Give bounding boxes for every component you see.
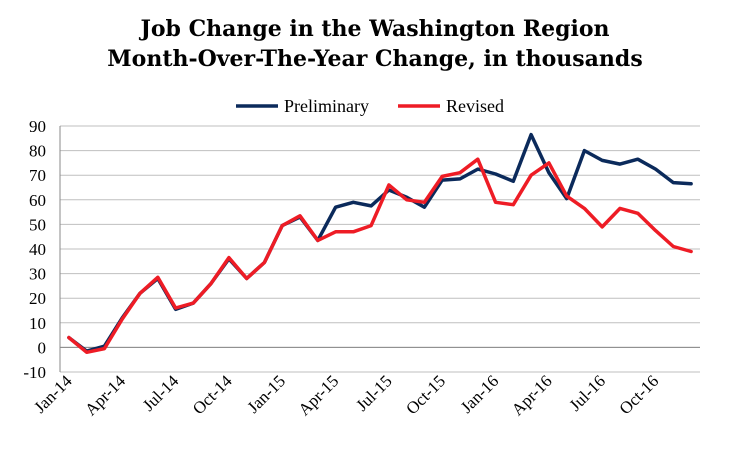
x-tick-label: Oct-14 [189,371,236,418]
x-tick-label: Oct-15 [402,371,449,418]
y-tick-label: 90 [29,117,46,136]
legend-label-revised: Revised [446,96,504,116]
y-tick-label: 40 [29,240,46,259]
x-tick-label: Apr-16 [508,371,556,419]
y-tick-label: 50 [29,215,46,234]
y-tick-label: 60 [29,191,46,210]
x-tick-label: Jul-15 [352,371,395,414]
series-line-revised [67,157,693,355]
x-tick-label: Apr-15 [294,371,342,419]
series-lines [67,132,693,355]
series-line-preliminary [67,132,693,353]
y-tick-label: 10 [29,314,46,333]
gridlines [60,125,700,373]
x-tick-label: Apr-14 [81,371,129,419]
x-tick-label: Oct-16 [616,371,663,418]
chart-subtitle: Month-Over-The-Year Change, in thousands [107,46,643,72]
y-tick-label: 80 [29,142,46,161]
y-tick-label: 0 [38,338,47,357]
legend: Preliminary Revised [236,96,504,116]
y-tick-label: 70 [29,166,46,185]
x-tick-label: Jan-15 [244,371,289,416]
x-tick-label: Jul-16 [566,371,609,414]
x-tick-label: Jan-16 [457,371,502,416]
chart-title: Job Change in the Washington Region [140,16,610,42]
y-tick-label: -10 [23,363,46,382]
x-tick-label: Jul-14 [139,371,183,415]
y-tick-label: 30 [29,265,46,284]
legend-label-preliminary: Preliminary [284,96,369,116]
y-tick-label: 20 [29,289,46,308]
